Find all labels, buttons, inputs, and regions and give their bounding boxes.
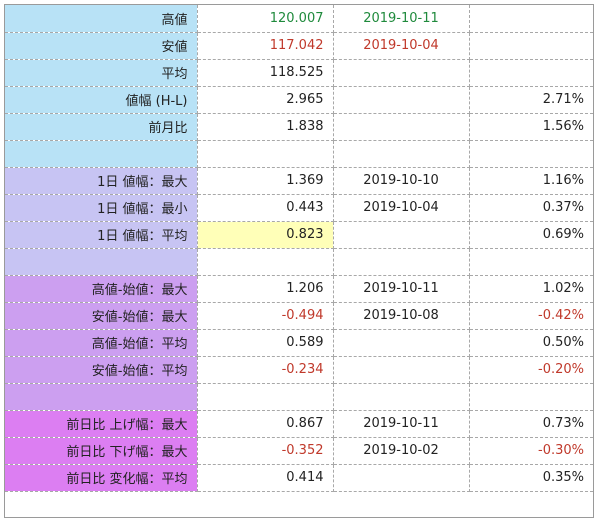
table-row: 前日比 上げ幅：最大 0.867 2019-10-11 0.73% (5, 410, 593, 438)
stats-table-frame: 高値 120.007 2019-10-11 安値 117.042 2019-10… (4, 4, 594, 518)
table-row: 1日 値幅：最大 1.369 2019-10-10 1.16% (5, 167, 593, 195)
row-date (333, 86, 470, 114)
row-date (333, 113, 470, 141)
row-pct: -0.20% (469, 356, 593, 384)
row-label: 前月比 (5, 113, 198, 141)
row-label: 前日比 上げ幅：最大 (5, 410, 198, 438)
row-value (197, 140, 334, 168)
row-pct (469, 32, 593, 60)
row-pct: -0.42% (469, 302, 593, 330)
table-row: 1日 値幅：平均 0.823 0.69% (5, 221, 593, 249)
row-value: 1.838 (197, 113, 334, 141)
row-date: 2019-10-11 (333, 275, 470, 303)
row-label: 1日 値幅：最大 (5, 167, 198, 195)
table-row: 1日 値幅：最小 0.443 2019-10-04 0.37% (5, 194, 593, 222)
row-pct (469, 59, 593, 87)
row-date: 2019-10-11 (333, 5, 470, 33)
row-date (333, 356, 470, 384)
row-value (197, 383, 334, 411)
spacer-row (5, 383, 593, 411)
row-label: 値幅 (H-L) (5, 86, 198, 114)
row-value-highlighted: 0.823 (197, 221, 334, 249)
row-pct: 0.69% (469, 221, 593, 249)
row-value: 0.414 (197, 464, 334, 492)
row-label: 安値 (5, 32, 198, 60)
table-row: 安値 117.042 2019-10-04 (5, 32, 593, 60)
row-pct: 0.37% (469, 194, 593, 222)
row-pct: 2.71% (469, 86, 593, 114)
row-label: 高値-始値：最大 (5, 275, 198, 303)
row-pct: -0.30% (469, 437, 593, 465)
spacer-row (5, 248, 593, 276)
row-date (333, 329, 470, 357)
table-row: 高値-始値：平均 0.589 0.50% (5, 329, 593, 357)
row-value (197, 248, 334, 276)
row-value: -0.234 (197, 356, 334, 384)
row-label (5, 383, 198, 411)
row-label: 高値 (5, 5, 198, 33)
table-row: 前日比 下げ幅：最大 -0.352 2019-10-02 -0.30% (5, 437, 593, 465)
row-label: 前日比 変化幅：平均 (5, 464, 198, 492)
table-row: 前月比 1.838 1.56% (5, 113, 593, 141)
row-date: 2019-10-08 (333, 302, 470, 330)
row-value: 120.007 (197, 5, 334, 33)
table-row: 前日比 変化幅：平均 0.414 0.35% (5, 464, 593, 492)
row-label: 1日 値幅：最小 (5, 194, 198, 222)
row-date: 2019-10-04 (333, 32, 470, 60)
row-date (333, 248, 470, 276)
row-value: 0.867 (197, 410, 334, 438)
table-row: 安値-始値：平均 -0.234 -0.20% (5, 356, 593, 384)
row-date: 2019-10-11 (333, 410, 470, 438)
row-label: 高値-始値：平均 (5, 329, 198, 357)
table-row: 高値 120.007 2019-10-11 (5, 5, 593, 33)
row-label: 1日 値幅：平均 (5, 221, 198, 249)
row-value: 2.965 (197, 86, 334, 114)
row-label: 安値-始値：平均 (5, 356, 198, 384)
row-pct (469, 5, 593, 33)
row-value: 117.042 (197, 32, 334, 60)
spacer-row (5, 140, 593, 168)
row-date: 2019-10-04 (333, 194, 470, 222)
row-value: 1.369 (197, 167, 334, 195)
row-value: 0.589 (197, 329, 334, 357)
row-date (333, 464, 470, 492)
row-value: 118.525 (197, 59, 334, 87)
row-pct (469, 383, 593, 411)
row-label: 安値-始値：最大 (5, 302, 198, 330)
table-row: 値幅 (H-L) 2.965 2.71% (5, 86, 593, 114)
row-label: 前日比 下げ幅：最大 (5, 437, 198, 465)
table-row: 安値-始値：最大 -0.494 2019-10-08 -0.42% (5, 302, 593, 330)
row-pct: 1.16% (469, 167, 593, 195)
row-label (5, 140, 198, 168)
table-row: 高値-始値：最大 1.206 2019-10-11 1.02% (5, 275, 593, 303)
row-date (333, 140, 470, 168)
row-label (5, 248, 198, 276)
row-pct: 1.56% (469, 113, 593, 141)
row-date (333, 383, 470, 411)
table-row: 平均 118.525 (5, 59, 593, 87)
row-value: 1.206 (197, 275, 334, 303)
row-pct (469, 140, 593, 168)
row-pct: 0.73% (469, 410, 593, 438)
row-date: 2019-10-02 (333, 437, 470, 465)
stats-table: 高値 120.007 2019-10-11 安値 117.042 2019-10… (5, 5, 593, 492)
row-value: -0.494 (197, 302, 334, 330)
row-pct: 0.35% (469, 464, 593, 492)
row-date: 2019-10-10 (333, 167, 470, 195)
row-pct: 1.02% (469, 275, 593, 303)
row-label: 平均 (5, 59, 198, 87)
row-pct (469, 248, 593, 276)
row-date (333, 59, 470, 87)
row-value: -0.352 (197, 437, 334, 465)
row-date (333, 221, 470, 249)
row-value: 0.443 (197, 194, 334, 222)
row-pct: 0.50% (469, 329, 593, 357)
